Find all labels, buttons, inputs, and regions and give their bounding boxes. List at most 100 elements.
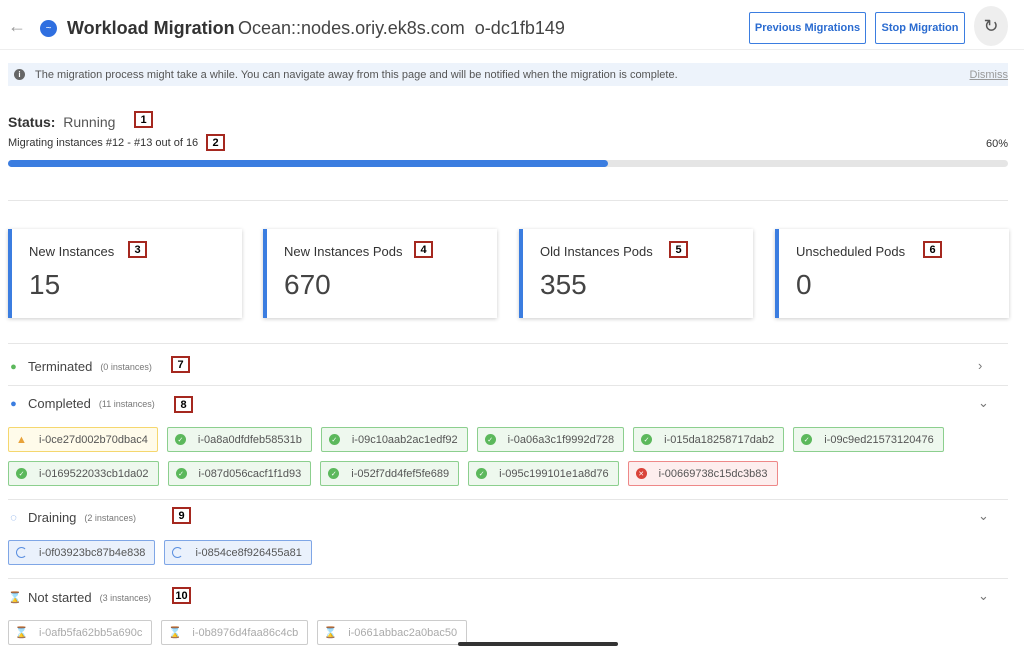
instance-id: i-0854ce8f926455a81	[195, 546, 302, 559]
hourglass-icon: ⌛	[14, 627, 29, 639]
card-label: Unscheduled Pods	[796, 244, 906, 259]
instance-chip[interactable]: ✓ i-0a8a0dfdfeb58531b	[166, 427, 312, 452]
annotation-marker: 10	[172, 587, 191, 604]
section-label: Not started	[28, 590, 92, 605]
divider	[8, 343, 1008, 344]
check-circle-icon: ✓	[641, 434, 653, 445]
check-circle-icon: ✓	[328, 468, 340, 479]
previous-migrations-button[interactable]: Previous Migrations	[749, 12, 866, 44]
chevron-down-icon[interactable]: ⌄	[978, 508, 989, 523]
instance-id: i-095c199101e1a8d76	[499, 467, 609, 480]
instance-chip[interactable]: ✕ i-00669738c15dc3b83	[627, 461, 778, 486]
instance-chip[interactable]: ✓ i-015da18258717dab2	[633, 427, 785, 452]
check-circle-icon: ✓	[801, 434, 813, 445]
stop-migration-button[interactable]: Stop Migration	[875, 12, 965, 44]
annotation-marker: 6	[923, 241, 942, 258]
instance-chip[interactable]: ✓ i-095c199101e1a8d76	[468, 461, 619, 486]
instance-id: i-09c10aab2ac1edf92	[351, 433, 458, 446]
instance-id: i-052f7dd4fef5fe689	[351, 467, 450, 480]
page-title: Workload Migration	[67, 18, 235, 38]
annotation-marker: 2	[206, 134, 225, 151]
instance-chip[interactable]: ⌛ i-0661abbac2a0bac50	[317, 620, 468, 645]
status-line: Status: Running	[8, 114, 115, 130]
instance-chip[interactable]: ✓ i-09c10aab2ac1edf92	[320, 427, 468, 452]
section-label: Draining	[28, 510, 77, 525]
instance-chip[interactable]: ✓ i-09c9ed21573120476	[793, 427, 944, 452]
instance-chip[interactable]: ⌛ i-0afb5fa62bb5a690c	[8, 620, 153, 645]
instance-chip[interactable]: ✓ i-0a06a3c1f9992d728	[476, 427, 625, 452]
instance-id: i-0a8a0dfdfeb58531b	[197, 433, 302, 446]
instance-id: i-09c9ed21573120476	[824, 433, 934, 446]
card-label: Old Instances Pods	[540, 244, 653, 259]
card-label: New Instances Pods	[284, 244, 403, 259]
chevron-down-icon[interactable]: ⌄	[978, 395, 989, 410]
check-circle-icon: ●	[10, 397, 17, 410]
progress-bar	[8, 160, 1008, 167]
instance-id: i-0b8976d4faa86c4cb	[192, 626, 299, 639]
annotation-marker: 8	[174, 396, 193, 413]
instance-id: i-0afb5fa62bb5a690c	[39, 626, 143, 639]
chevron-right-icon[interactable]: ›	[978, 358, 983, 373]
info-banner: i The migration process might take a whil…	[8, 63, 1008, 86]
instance-chip[interactable]: ✓ i-087d056cacf1f1d93	[167, 461, 312, 486]
instance-id: i-00669738c15dc3b83	[658, 467, 768, 480]
not-started-instances-list: ⌛ i-0afb5fa62bb5a690c ⌛ i-0b8976d4faa86c4cb…	[8, 620, 948, 645]
scrollbar[interactable]	[458, 642, 618, 646]
instance-chip[interactable]: ▲ i-0ce27d002b70dbac4	[8, 427, 158, 452]
card-value: 0	[796, 269, 812, 300]
instance-chip[interactable]: i-0854ce8f926455a81	[164, 540, 312, 565]
card-new-instances: New Instances 15	[8, 229, 242, 318]
hourglass-icon: ⌛	[168, 627, 182, 639]
divider	[8, 385, 1008, 386]
spinner-icon	[172, 547, 184, 558]
instance-id: i-0169522033cb1da02	[39, 467, 149, 480]
instance-chip[interactable]: i-0f03923bc87b4e838	[8, 540, 156, 565]
annotation-marker: 7	[171, 356, 190, 373]
hourglass-icon: ⌛	[323, 627, 338, 639]
divider	[8, 499, 1008, 500]
section-terminated[interactable]: ● Terminated (0 instances)	[8, 359, 152, 374]
draining-instances-list: i-0f03923bc87b4e838 i-0854ce8f926455a81	[8, 540, 948, 565]
check-circle-icon: ✓	[328, 434, 340, 445]
progress-percent: 60%	[986, 138, 1009, 150]
instance-id: i-0f03923bc87b4e838	[39, 546, 146, 559]
banner-text: The migration process might take a while…	[35, 68, 678, 81]
error-icon: ✕	[635, 468, 647, 479]
check-circle-icon: ●	[10, 360, 17, 373]
section-count: (2 instances)	[84, 512, 136, 523]
cluster-label: Ocean::nodes.oriy.ek8s.com	[238, 18, 465, 38]
section-count: (0 instances)	[100, 361, 152, 372]
check-circle-icon: ✓	[484, 434, 496, 445]
instance-chip[interactable]: ⌛ i-0b8976d4faa86c4cb	[161, 620, 309, 645]
completed-instances-list: ▲ i-0ce27d002b70dbac4 ✓ i-0a8a0dfdfeb58531b…	[8, 427, 948, 486]
check-circle-icon: ✓	[174, 434, 186, 445]
section-count: (11 instances)	[98, 398, 155, 409]
page-header	[0, 0, 1024, 50]
instance-chip[interactable]: ✓ i-0169522033cb1da02	[8, 461, 159, 486]
chevron-down-icon[interactable]: ⌄	[978, 588, 989, 603]
annotation-marker: 5	[669, 241, 688, 258]
dismiss-link[interactable]: Dismiss	[969, 69, 1009, 81]
spinner-icon	[16, 547, 27, 558]
section-completed[interactable]: ● Completed (11 instances)	[8, 396, 155, 411]
section-label: Terminated	[28, 359, 93, 374]
spinner-icon: ◌	[10, 511, 17, 524]
divider	[8, 578, 1008, 579]
refresh-icon[interactable]: ↻	[974, 6, 1008, 46]
back-arrow-icon[interactable]: ←	[8, 16, 26, 36]
check-circle-icon: ✓	[476, 468, 488, 479]
instance-id: i-0661abbac2a0bac50	[348, 626, 458, 639]
card-value: 355	[540, 269, 587, 300]
check-circle-icon: ✓	[175, 468, 187, 479]
instance-id: i-087d056cacf1f1d93	[198, 467, 302, 480]
instance-chip[interactable]: ✓ i-052f7dd4fef5fe689	[320, 461, 460, 486]
cluster-name: Ocean::nodes.oriy.ek8s.com o-dc1fb149	[238, 18, 565, 39]
section-draining[interactable]: ◌ Draining (2 instances)	[8, 510, 136, 525]
ocean-logo-icon: ~	[40, 20, 57, 37]
section-not-started[interactable]: ⌛ Not started (3 instances)	[8, 590, 151, 605]
annotation-marker: 3	[128, 241, 147, 258]
card-new-instances-pods: New Instances Pods 670	[263, 229, 497, 318]
progress-fill	[8, 160, 608, 167]
cluster-id: o-dc1fb149	[474, 18, 565, 38]
annotation-marker: 1	[134, 111, 153, 128]
